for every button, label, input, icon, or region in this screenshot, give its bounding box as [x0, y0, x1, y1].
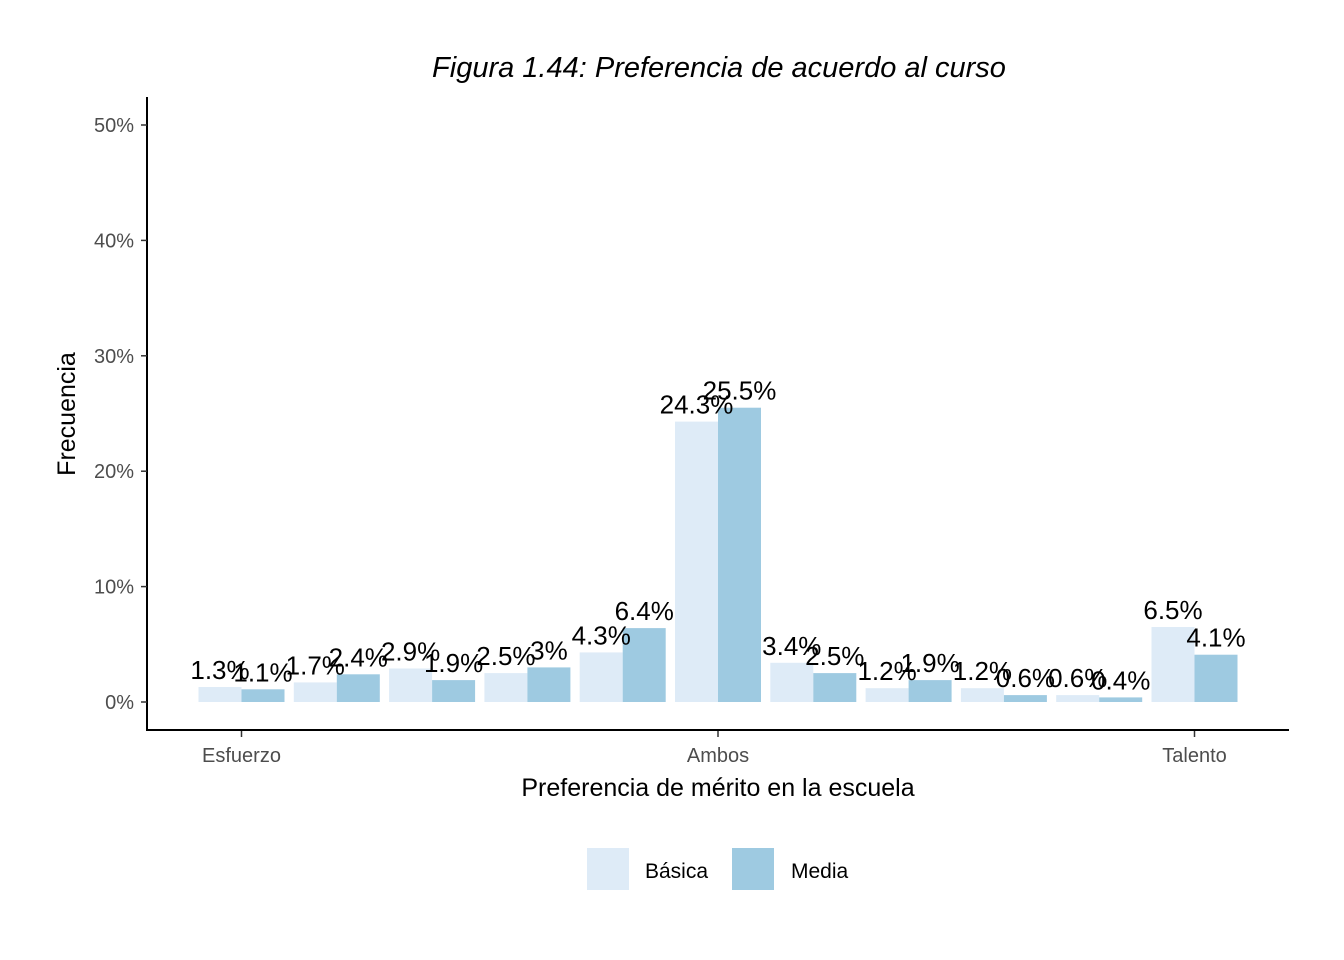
data-label-media-6: 25.5% — [703, 376, 777, 406]
y-tick-label: 10% — [94, 577, 134, 599]
bar-media-1 — [241, 689, 285, 702]
legend-key-bsica — [587, 848, 629, 890]
x-axis-title: Preferencia de mérito en la escuela — [521, 774, 914, 802]
data-label-bsica-4: 2.5% — [476, 641, 535, 671]
data-label-bsica-10: 0.6% — [1048, 663, 1107, 693]
data-label-media-1: 1.1% — [233, 657, 292, 687]
data-label-bsica-9: 1.2% — [953, 656, 1012, 686]
bar-bsica-8 — [865, 688, 909, 702]
bar-bsica-1 — [198, 687, 242, 702]
bar-media-3 — [432, 680, 476, 702]
data-label-media-4: 3% — [530, 635, 568, 665]
data-label-media-8: 1.9% — [900, 648, 959, 678]
x-tick-label: Esfuerzo — [202, 745, 281, 767]
data-label-bsica-5: 4.3% — [572, 620, 631, 650]
bar-media-7 — [813, 673, 857, 702]
bar-bsica-4 — [484, 673, 528, 702]
bar-media-10 — [1099, 697, 1143, 702]
bars-layer — [198, 407, 1238, 702]
bar-bsica-9 — [960, 688, 1004, 702]
x-axis-ticks: Esfuerzo Ambos Talento — [202, 731, 1227, 767]
bar-bsica-10 — [1056, 695, 1100, 702]
data-label-bsica-1: 1.3% — [190, 655, 249, 685]
data-label-media-5: 6.4% — [615, 596, 674, 626]
y-tick-label: 30% — [94, 346, 134, 368]
bar-media-9 — [1003, 695, 1047, 702]
legend-label-media: Media — [791, 860, 849, 883]
y-tick-label: 50% — [94, 115, 134, 137]
bar-media-11 — [1194, 654, 1238, 702]
bar-bsica-6 — [675, 421, 718, 702]
data-label-bsica-7: 3.4% — [762, 631, 821, 661]
data-label-bsica-3: 2.9% — [381, 637, 440, 667]
bar-bsica-3 — [389, 668, 433, 702]
x-tick-label: Talento — [1162, 745, 1227, 767]
data-label-media-2: 2.4% — [329, 642, 388, 672]
y-tick-label: 0% — [105, 692, 134, 714]
data-label-media-7: 2.5% — [805, 641, 864, 671]
data-labels-layer: 1.3% 1.7% 2.9% 2.5%4.3%24.3%3.4%1.2% 1.2% 0.6… — [190, 376, 1245, 696]
data-label-media-11: 4.1% — [1186, 623, 1245, 653]
data-label-bsica-2: 1.7% — [286, 650, 345, 680]
legend-key-media — [732, 848, 774, 890]
bar-bsica-11 — [1151, 627, 1195, 702]
legend-label-bsica: Básica — [645, 860, 708, 883]
bar-media-2 — [336, 674, 380, 702]
data-label-bsica-8: 1.2% — [857, 656, 916, 686]
bar-media-6 — [718, 407, 761, 702]
bar-media-4 — [527, 667, 571, 702]
legend: Básica Media — [587, 848, 849, 890]
bar-bsica-2 — [293, 682, 337, 702]
data-label-bsica-6: 24.3% — [660, 390, 734, 420]
y-axis-title: Frecuencia — [53, 352, 81, 476]
data-label-media-10: 0.4% — [1091, 665, 1150, 695]
bar-bsica-5 — [579, 652, 623, 702]
y-axis-ticks: 0% 10% 20% 30% 40% 50% — [94, 115, 147, 714]
bar-media-5 — [622, 628, 666, 702]
data-label-bsica-11: 6.5% — [1143, 595, 1202, 625]
bar-bsica-7 — [770, 662, 814, 702]
bar-media-8 — [908, 680, 952, 702]
data-label-media-3: 1.9% — [424, 648, 483, 678]
data-label-media-9: 0.6% — [996, 663, 1055, 693]
y-tick-label: 40% — [94, 230, 134, 252]
y-tick-label: 20% — [94, 461, 134, 483]
chart-title: Figura 1.44: Preferencia de acuerdo al c… — [432, 52, 1006, 84]
x-tick-label: Ambos — [687, 745, 749, 767]
